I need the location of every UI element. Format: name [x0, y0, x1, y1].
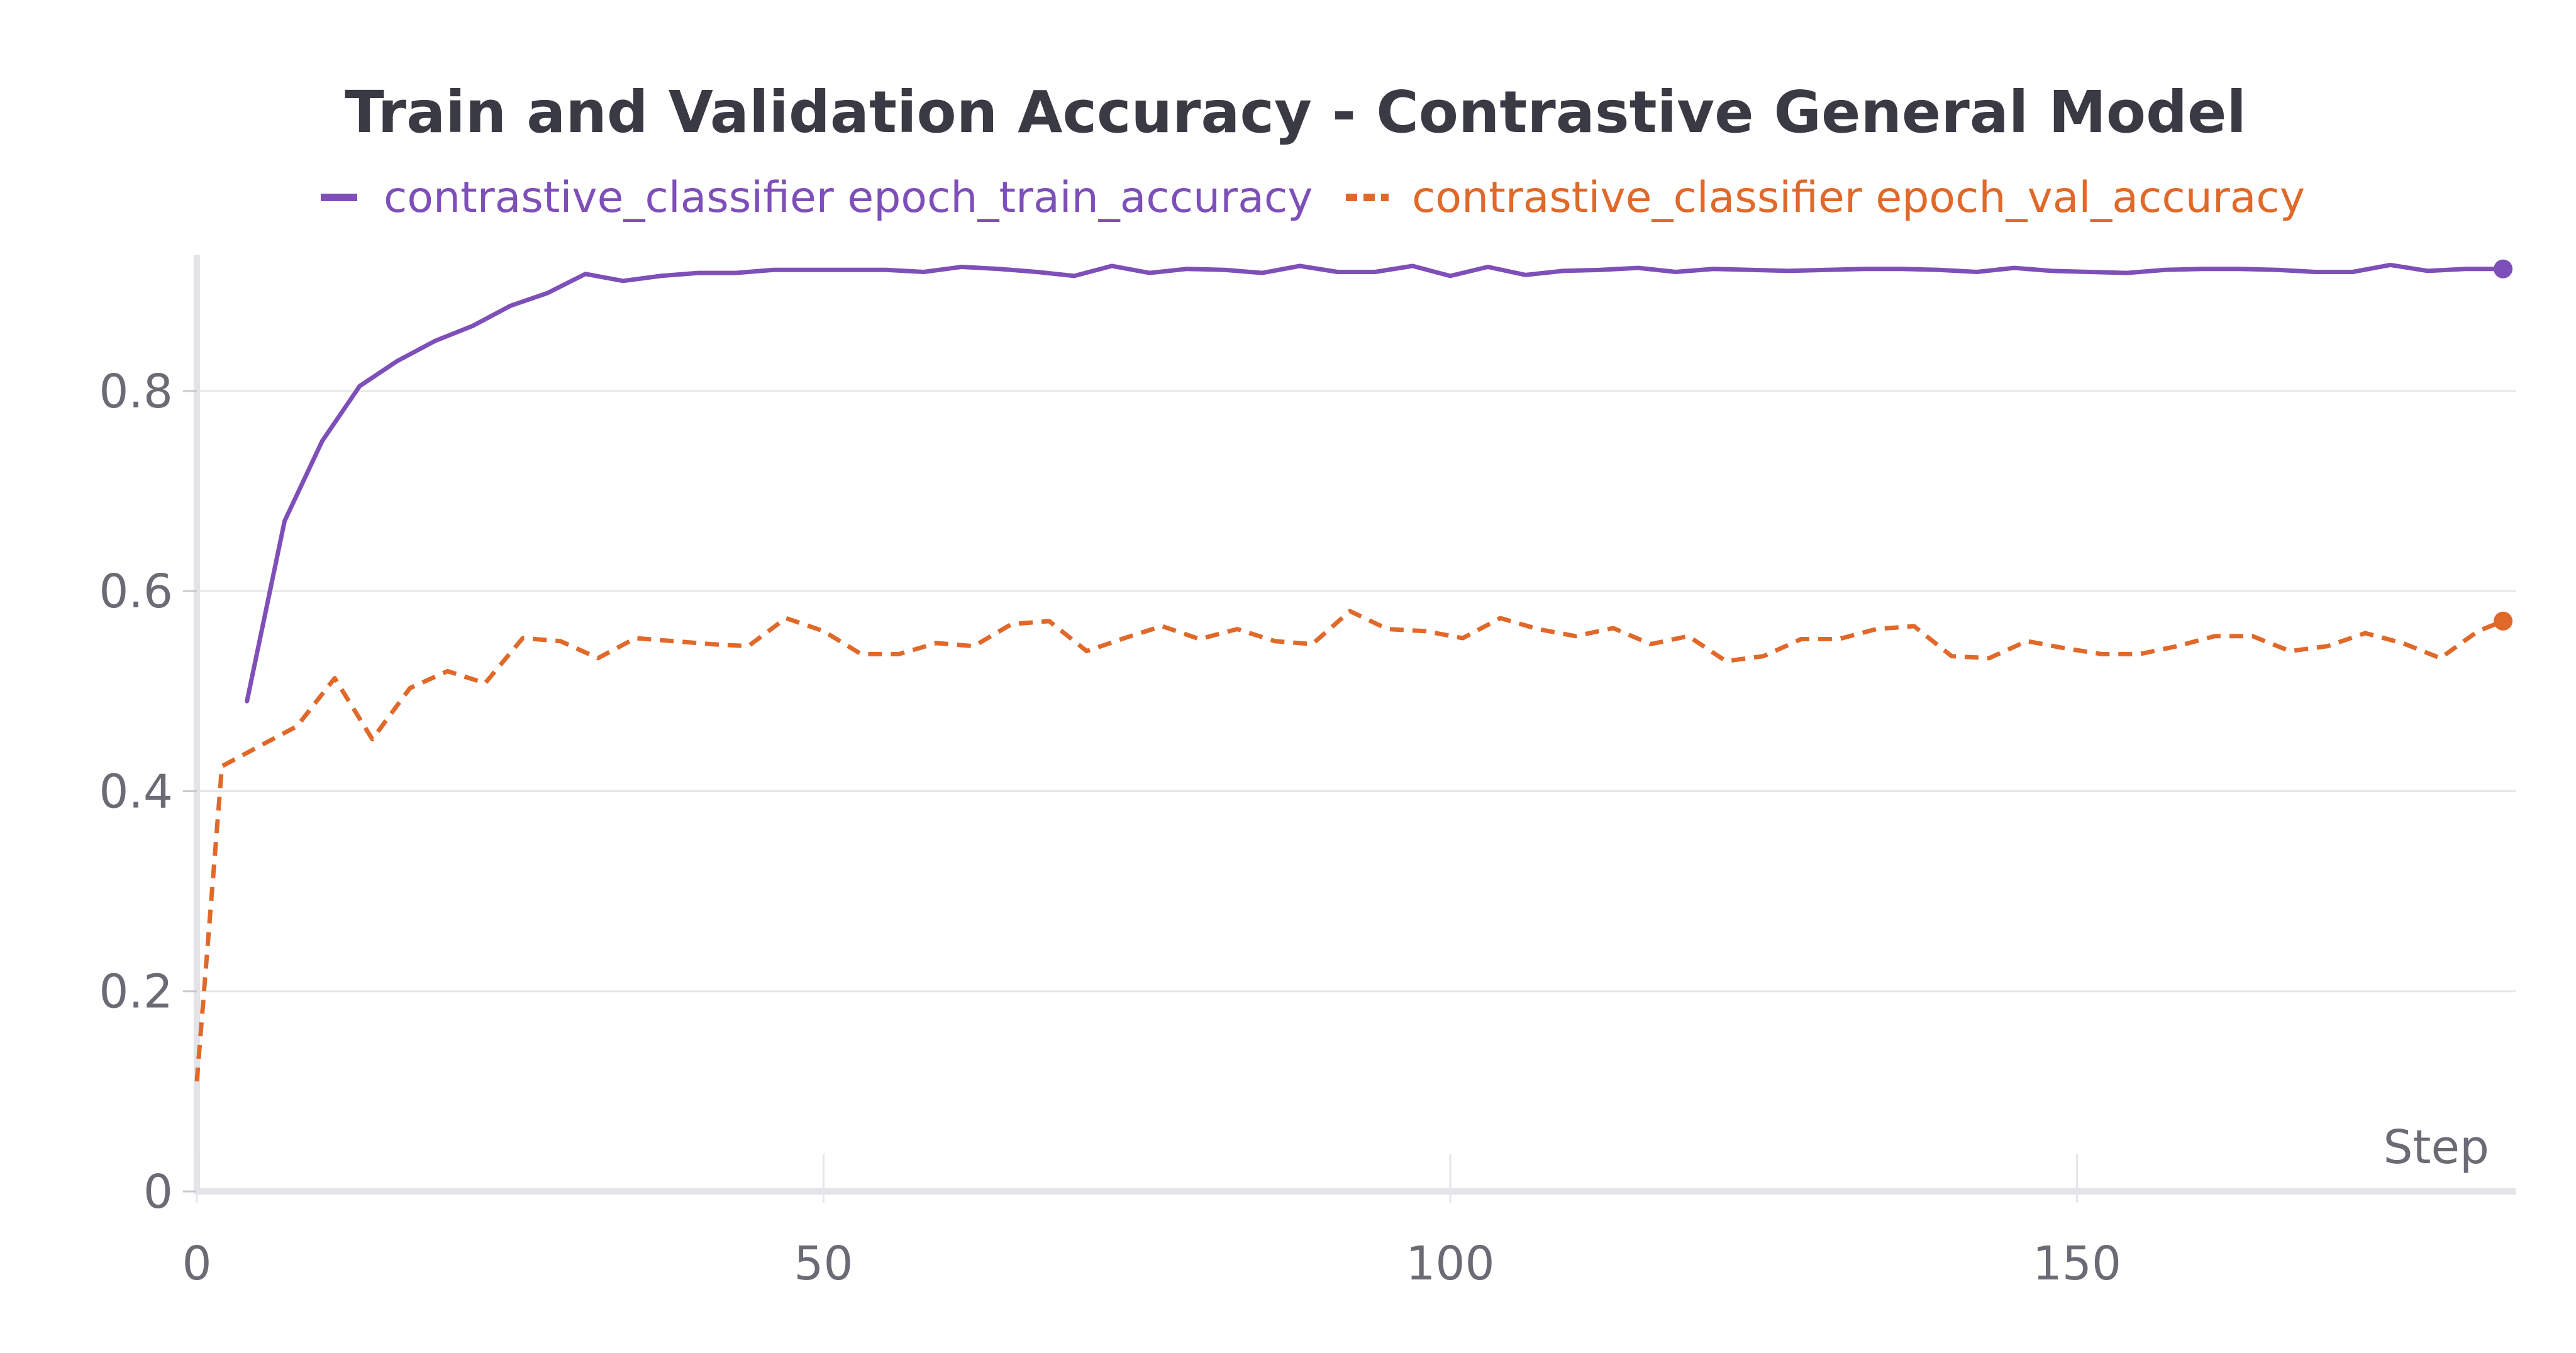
y-tick-label: 0.8 [99, 365, 173, 419]
gridlines [197, 390, 2516, 993]
x-tick-label: 50 [794, 1237, 853, 1291]
val-accuracy-line [194, 609, 2504, 1082]
x-tick-label: 150 [2033, 1237, 2121, 1291]
legend-label-train: contrastive_classifier epoch_train_accur… [384, 173, 1313, 223]
legend-label-val: contrastive_classifier epoch_val_accurac… [1412, 173, 2305, 223]
x-tick-label: 0 [182, 1237, 211, 1291]
y-tick-label: 0.6 [99, 565, 173, 619]
val-accuracy-endpoint [2494, 611, 2513, 631]
train-accuracy-endpoint [2494, 259, 2513, 279]
y-axis-ticks: 0 0.2 0.4 0.6 0.8 [99, 365, 197, 1219]
legend: contrastive_classifier epoch_train_accur… [321, 173, 2305, 223]
series-lines [194, 259, 2513, 1082]
chart-title: Train and Validation Accuracy - Contrast… [345, 79, 2246, 146]
x-tick-label: 100 [1406, 1237, 1494, 1291]
x-axis-ticks: 0 50 100 150 [182, 1154, 2121, 1291]
x-axis-label: Step [2384, 1120, 2490, 1174]
y-tick-label: 0.2 [99, 965, 173, 1019]
train-accuracy-line [245, 262, 2506, 704]
y-tick-label: 0 [143, 1165, 173, 1219]
axes [194, 255, 2516, 1195]
y-tick-label: 0.4 [99, 765, 173, 819]
